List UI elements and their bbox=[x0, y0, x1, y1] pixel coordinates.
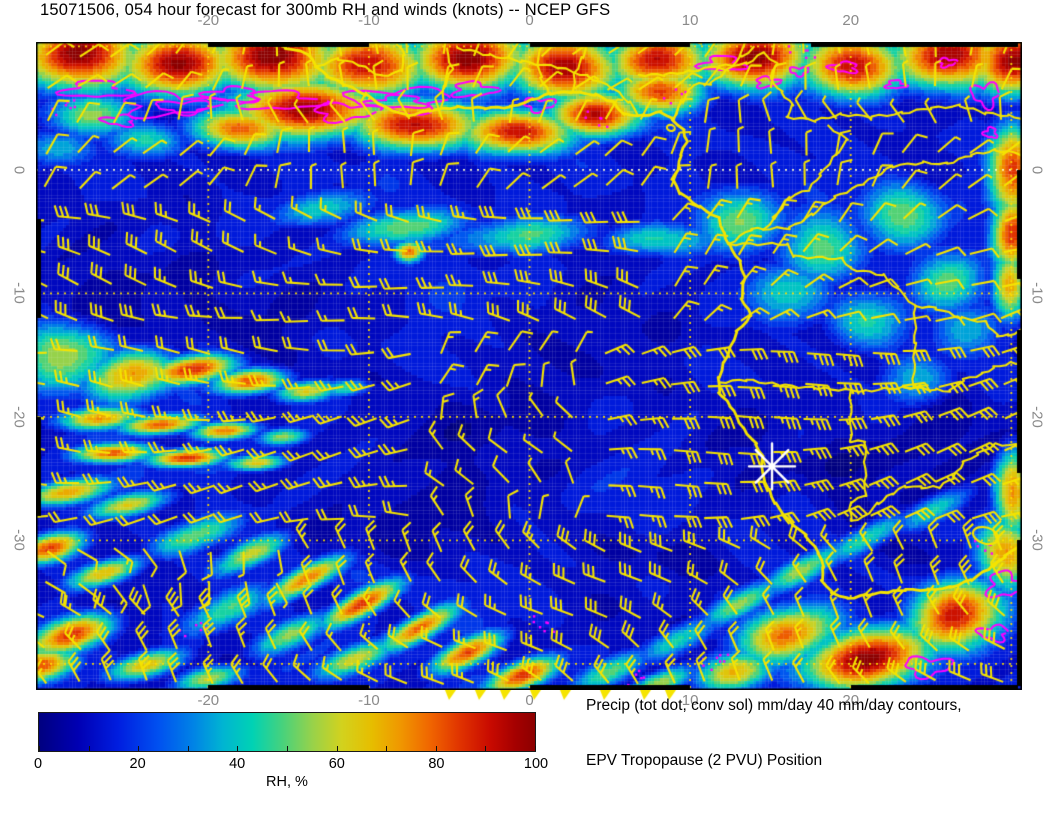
colorbar-label-20: 20 bbox=[129, 756, 146, 772]
colorbar-tick-mark bbox=[485, 746, 487, 751]
colorbar-tick-mark bbox=[187, 746, 189, 751]
map-plot-area bbox=[36, 42, 1022, 690]
tick-label: -10 bbox=[1028, 282, 1046, 305]
colorbar-tick-mark bbox=[287, 746, 288, 751]
colorbar: 0 20 40 60 80 100 RH, % bbox=[34, 712, 548, 796]
tick-label: 10 bbox=[681, 12, 699, 29]
colorbar-tick-mark bbox=[39, 746, 40, 751]
precip-legend-text: Precip (tot dot, conv sol) mm/day 40 mm/… bbox=[586, 697, 962, 714]
colorbar-tick-mark bbox=[237, 746, 239, 751]
rh-wind-map-canvas bbox=[36, 42, 1022, 690]
colorbar-tick-mark bbox=[88, 746, 90, 751]
tick-label: -10 bbox=[10, 282, 28, 305]
colorbar-label-40: 40 bbox=[229, 756, 246, 772]
colorbar-label-0: 0 bbox=[33, 756, 43, 772]
epv-legend-text: EPV Tropopause (2 PVU) Position bbox=[586, 752, 823, 769]
colorbar-tick-mark bbox=[336, 746, 338, 751]
tick-label: 0 bbox=[1028, 165, 1046, 175]
tick-label: -20 bbox=[1028, 406, 1046, 428]
colorbar-gradient bbox=[38, 712, 536, 752]
colorbar-tick-mark bbox=[535, 746, 536, 751]
colorbar-title: RH, % bbox=[266, 774, 308, 790]
colorbar-label-80: 80 bbox=[428, 756, 445, 772]
colorbar-label-60: 60 bbox=[328, 756, 345, 772]
chart-title: 15071506, 054 hour forecast for 300mb RH… bbox=[40, 1, 611, 19]
tick-label: -20 bbox=[10, 406, 28, 428]
tick-label: 0 bbox=[525, 12, 534, 29]
colorbar-tick-mark bbox=[386, 746, 388, 751]
tick-label: -10 bbox=[358, 12, 380, 29]
colorbar-label-100: 100 bbox=[523, 756, 549, 772]
barb-overhang-strip bbox=[36, 690, 1022, 702]
tick-label: 20 bbox=[842, 12, 860, 29]
tick-label: -20 bbox=[197, 12, 220, 29]
tick-label: -30 bbox=[1028, 529, 1046, 552]
colorbar-tick-mark bbox=[138, 746, 140, 751]
tick-label: -30 bbox=[10, 529, 28, 552]
colorbar-tick-mark bbox=[435, 746, 437, 751]
tick-label: 0 bbox=[10, 165, 28, 175]
